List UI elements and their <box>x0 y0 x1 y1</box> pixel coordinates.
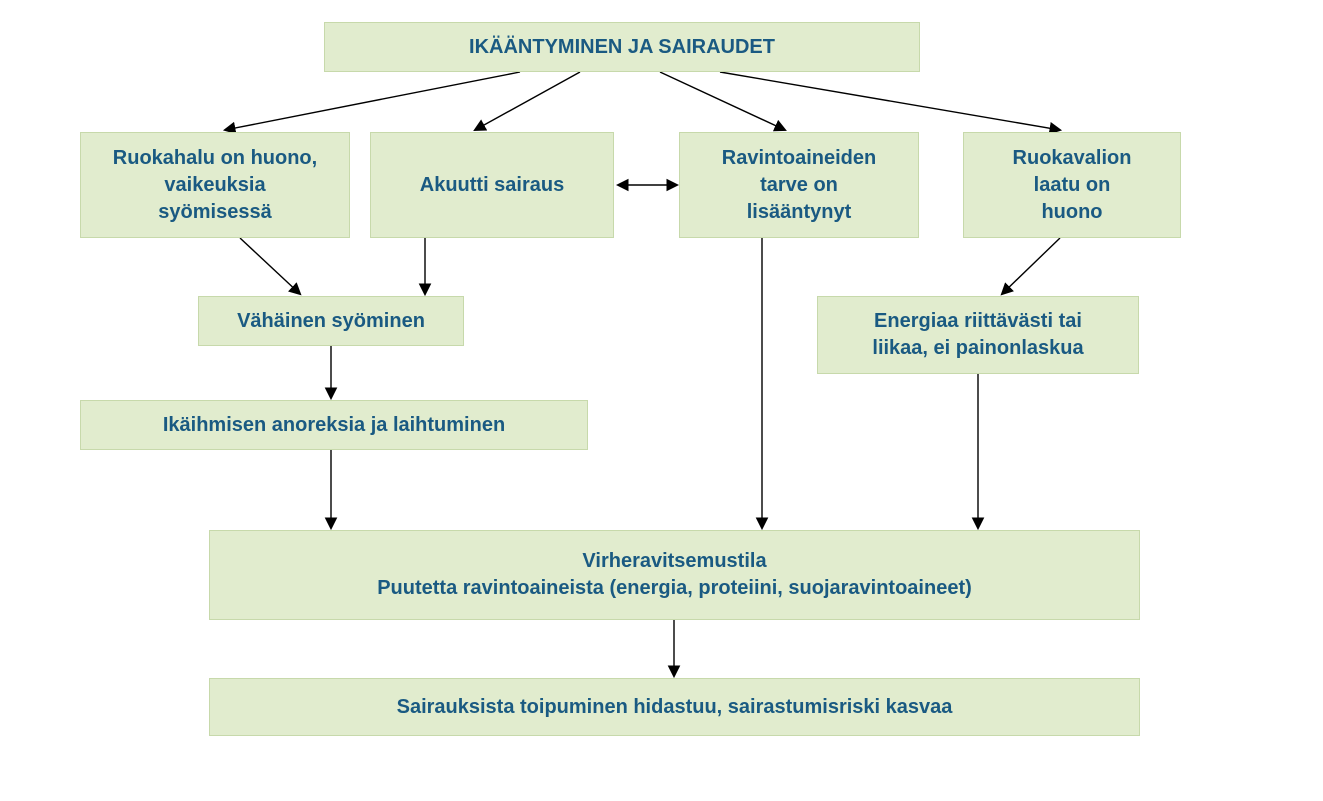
flowchart-node-virhe: Virheravitsemustila Puutetta ravintoaine… <box>209 530 1140 620</box>
flowchart-node-ruokavalio: Ruokavalion laatu on huono <box>963 132 1181 238</box>
flowchart-node-label: Energiaa riittävästi tai liikaa, ei pain… <box>872 308 1083 362</box>
flowchart-node-label: Ravintoaineiden tarve on lisääntynyt <box>722 145 876 226</box>
flowchart-node-vahainen: Vähäinen syöminen <box>198 296 464 346</box>
flowchart-node-anoreksia: Ikäihmisen anoreksia ja laihtuminen <box>80 400 588 450</box>
flowchart-edge-ruokavalio-to-energiaa <box>1002 238 1060 294</box>
flowchart-node-label: IKÄÄNTYMINEN JA SAIRAUDET <box>469 34 775 61</box>
flowchart-edge-top-to-ruokahalu <box>225 72 520 130</box>
flowchart-node-label: Virheravitsemustila Puutetta ravintoaine… <box>377 548 972 602</box>
flowchart-node-sair: Sairauksista toipuminen hidastuu, sairas… <box>209 678 1140 736</box>
flowchart-edge-top-to-ruokavalio <box>720 72 1060 130</box>
flowchart-node-akuutti: Akuutti sairaus <box>370 132 614 238</box>
flowchart-node-label: Sairauksista toipuminen hidastuu, sairas… <box>397 694 953 721</box>
flowchart-node-ravinto: Ravintoaineiden tarve on lisääntynyt <box>679 132 919 238</box>
flowchart-edge-top-to-ravinto <box>660 72 785 130</box>
flowchart-node-label: Akuutti sairaus <box>420 172 564 199</box>
flowchart-node-label: Ruokahalu on huono, vaikeuksia syömisess… <box>113 145 317 226</box>
flowchart-node-energiaa: Energiaa riittävästi tai liikaa, ei pain… <box>817 296 1139 374</box>
flowchart-node-label: Vähäinen syöminen <box>237 308 425 335</box>
flowchart-edge-top-to-akuutti <box>475 72 580 130</box>
flowchart-node-label: Ruokavalion laatu on huono <box>1013 145 1132 226</box>
flowchart-edge-ruokahalu-to-vahainen <box>240 238 300 294</box>
flowchart-node-top: IKÄÄNTYMINEN JA SAIRAUDET <box>324 22 920 72</box>
flowchart-node-ruokahalu: Ruokahalu on huono, vaikeuksia syömisess… <box>80 132 350 238</box>
flowchart-node-label: Ikäihmisen anoreksia ja laihtuminen <box>163 412 505 439</box>
